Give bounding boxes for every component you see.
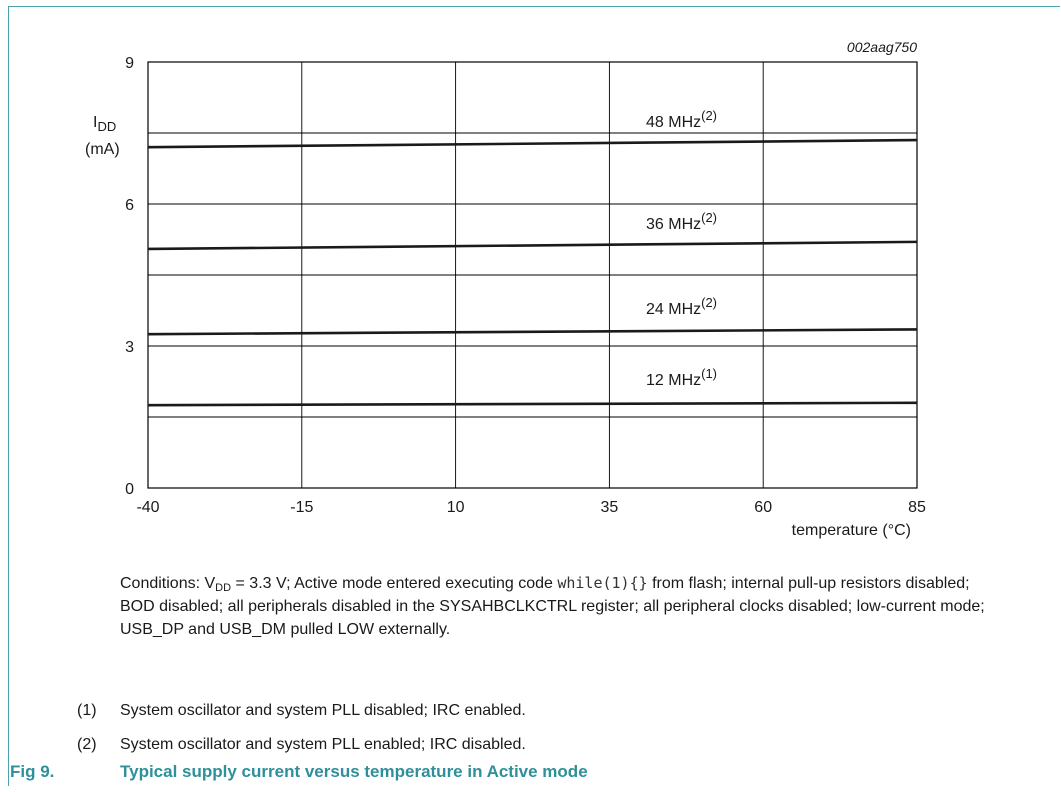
figure-caption: Fig 9. Typical supply current versus temp… [10, 762, 588, 782]
footnote-1: (1) System oscillator and system PLL disa… [77, 701, 526, 721]
x-tick-label: 85 [908, 499, 926, 516]
x-tick-label: -40 [136, 499, 159, 516]
y-axis-label: IDD [93, 114, 116, 134]
series-line-48-mhz [147, 138, 918, 149]
conditions-text: Conditions: VDD = 3.3 V; Active mode ent… [120, 572, 1000, 641]
x-axis-label: temperature (°C) [792, 522, 911, 539]
y-tick-label: 6 [125, 197, 134, 214]
footnote-2-num: (2) [77, 736, 97, 753]
conditions-rest: from flash; internal pull-up resistors d… [120, 575, 985, 638]
conditions-after-sub: = 3.3 V; Active mode entered executing c… [231, 575, 558, 592]
y-tick-label: 3 [125, 339, 134, 356]
series-line-12-mhz [147, 401, 918, 407]
footnote-2: (2) System oscillator and system PLL enab… [77, 735, 526, 755]
supply-current-chart: 0 3 6 9 -40 -15 10 35 60 85 temperature (°C) IDD (mA… [85, 39, 926, 539]
series-line-24-mhz [147, 328, 918, 336]
series-label: 36 MHz(2) [646, 210, 717, 233]
footnote-1-num: (1) [77, 702, 97, 719]
footnote-1-text: System oscillator and system PLL disable… [120, 702, 526, 719]
conditions-code: while(1){} [557, 574, 648, 592]
y-tick-label: 9 [125, 55, 134, 72]
figure-number: Fig 9. [10, 762, 55, 781]
conditions-prefix: Conditions: V [120, 575, 216, 592]
figure-title: Typical supply current versus temperatur… [120, 762, 588, 781]
x-tick-label: -15 [290, 499, 313, 516]
footnote-2-text: System oscillator and system PLL enabled… [120, 736, 526, 753]
plot-frame [147, 61, 918, 489]
y-axis-unit: (mA) [85, 141, 120, 158]
figure-id: 002aag750 [847, 39, 917, 55]
x-tick-label: 10 [447, 499, 465, 516]
series-label: 12 MHz(1) [646, 366, 717, 389]
figure-frame [8, 6, 1060, 786]
series-label: 24 MHz(2) [646, 295, 717, 318]
x-tick-label: 60 [754, 499, 772, 516]
x-tick-label: 35 [601, 499, 619, 516]
y-tick-label: 0 [125, 481, 134, 498]
conditions-sub: DD [215, 582, 232, 594]
series-line-36-mhz [147, 240, 918, 251]
series-label: 48 MHz(2) [646, 108, 717, 131]
